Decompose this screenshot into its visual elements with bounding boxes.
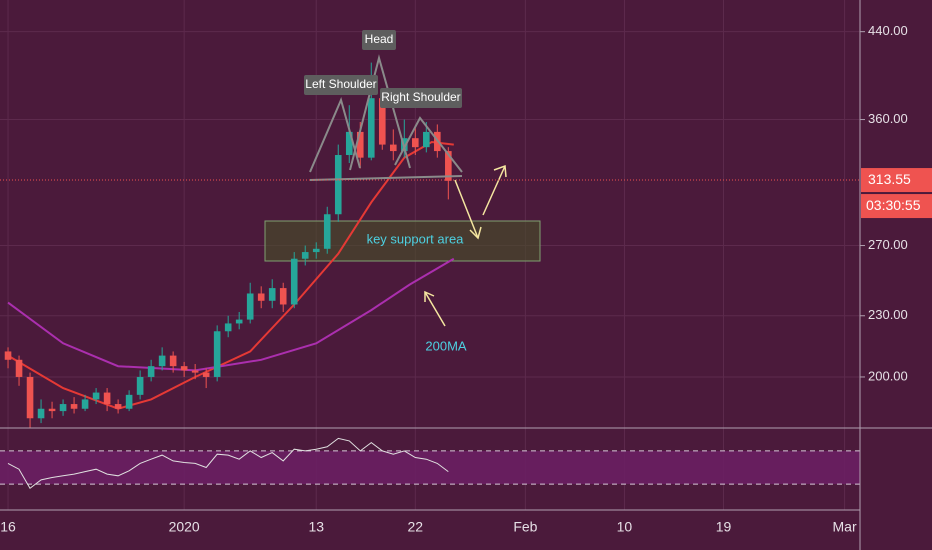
last-price-label: 313.55 [868,171,911,187]
arrow [454,179,479,239]
candle-body [59,404,67,412]
countdown-label: 03:30:55 [866,197,921,213]
x-tick-label: 19 [716,519,732,535]
support-zone [264,220,541,262]
x-tick-label: 13 [308,519,324,535]
candle-body [147,366,155,377]
candle-body [389,144,397,152]
candle-body [356,131,364,158]
x-tick-label: Feb [513,519,537,535]
y-tick-label: 200.00 [868,368,908,383]
candle-body [191,370,199,373]
candle-body [301,252,309,259]
arrow-head [469,226,482,240]
rsi-line [7,437,449,490]
candle-body [103,392,111,405]
candle-body [37,408,45,419]
x-tick-label: Mar [833,519,857,535]
candle-body [246,293,254,320]
candle-body [445,151,452,181]
label-box [362,30,396,50]
rsi-band-fill [0,450,860,485]
arrow [482,165,506,216]
candle-body [26,376,34,419]
candle-body [136,376,144,395]
candle-body [345,131,353,156]
candle-body [125,394,133,409]
arrows [424,164,507,327]
annotation: Right Shoulder [381,90,460,104]
last-price-box [861,168,932,193]
moving-average [7,140,454,410]
left-shoulder-line [309,97,361,173]
annotation: Head [365,32,394,46]
candle-body [158,355,166,367]
x-tick-label: 2020 [169,519,200,535]
candle-body [412,138,419,148]
candle-body [4,351,12,360]
candle-body [378,98,386,145]
head-line [349,54,411,171]
candle-body [312,248,320,253]
y-tick-label: 440.00 [868,23,908,38]
countdown-box [861,194,932,219]
candle-body [279,288,287,305]
candle-body [15,359,23,377]
label-box [304,75,378,95]
candle-body [257,293,265,301]
right-shoulder-line [394,116,463,173]
candle-body [114,404,122,409]
candle-body [81,399,89,409]
candle-body [92,392,100,400]
x-tick-label: 22 [408,519,424,535]
label-box [380,88,462,108]
candle-body [268,288,276,301]
arrow-head [493,164,507,178]
arrow-head [424,290,435,302]
candle-body [323,214,331,249]
candle-body [48,408,56,412]
candle-body [180,366,188,371]
y-tick-label: 230.00 [868,307,908,322]
x-tick-label: 16 [0,519,16,535]
annotation: Left Shoulder [305,77,376,91]
candle-body [334,155,342,215]
y-tick-label: 360.00 [868,111,908,126]
candle-body [290,258,298,305]
arrow [424,291,446,327]
pattern-lines [309,54,463,181]
y-tick-label: 270.00 [868,237,908,252]
annotation: key support area [367,231,465,246]
candle-body [169,355,177,367]
candle-body [224,323,232,332]
candle-body [70,404,78,409]
candle-body [423,131,430,148]
candle-body [202,372,210,377]
candle-body [213,331,221,377]
candle-body [235,319,243,324]
moving-average [7,257,455,372]
neckline [309,175,463,181]
plot [0,62,860,490]
candle-body [367,98,375,158]
x-tick-label: 10 [617,519,633,535]
annotation: 200MA [425,338,467,353]
